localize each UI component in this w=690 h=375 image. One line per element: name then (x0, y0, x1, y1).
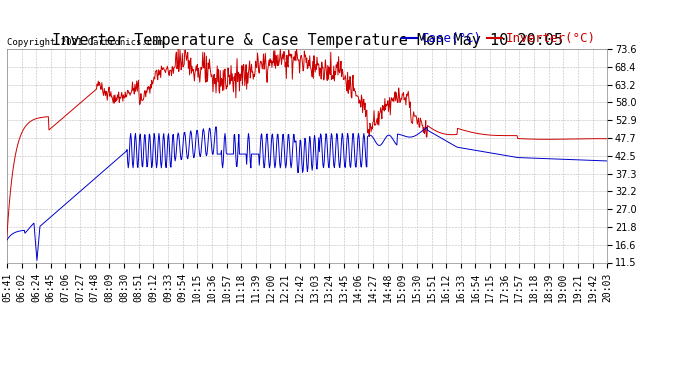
Title: Inverter Temperature & Case Temperature Mon May 10 20:05: Inverter Temperature & Case Temperature … (52, 33, 562, 48)
Text: Copyright 2021 Cartronics.com: Copyright 2021 Cartronics.com (7, 38, 163, 46)
Legend: Case(°C), Inverter(°C): Case(°C), Inverter(°C) (397, 27, 601, 50)
